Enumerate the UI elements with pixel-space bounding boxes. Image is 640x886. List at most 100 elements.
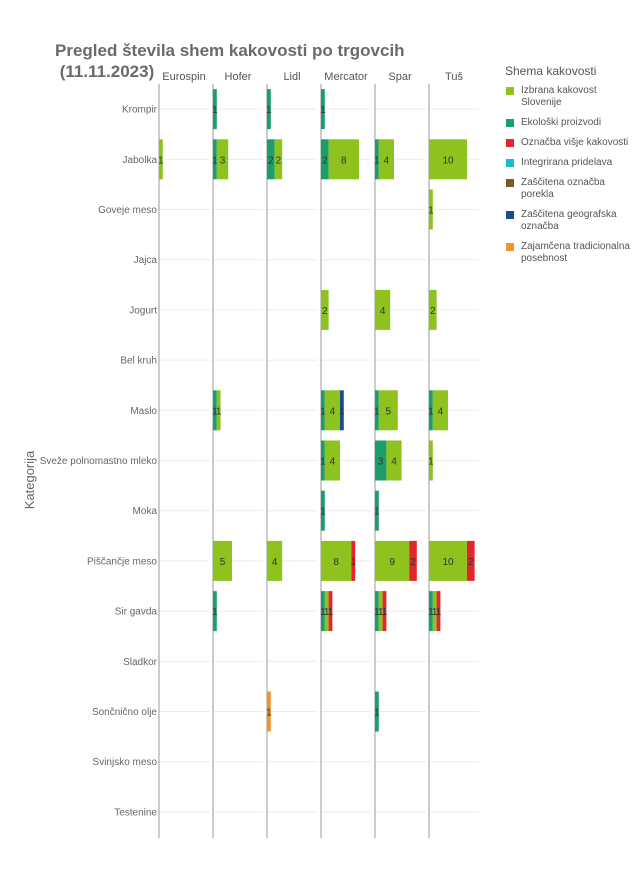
y-tick-label-sveze-polnomastno-mleko: Sveže polnomastno mleko	[40, 456, 158, 467]
y-tick-label-krompir: Krompir	[122, 105, 158, 116]
bar-label-mercator-sveze-polnomastno-mleko-izbrana-kakovost-slovenije: 4	[330, 457, 336, 468]
bar-spar-sveze-polnomastno-mleko-ekoloski-proizvodi	[375, 440, 387, 481]
bar-label-spar-sir-gavda-ekoloski-proizvodi: 1	[374, 607, 380, 618]
bar-tus-maslo-izbrana-kakovost-slovenije	[432, 390, 448, 431]
y-tick-label-sladkor: Sladkor	[123, 657, 158, 668]
bar-label-tus-sir-gavda-oznacba-visje-kakovosti: 1	[436, 607, 442, 618]
bar-label-lidl-jabolka-izbrana-kakovost-slovenije: 2	[276, 155, 282, 166]
bar-label-spar-soncnicno-olje-ekoloski-proizvodi: 1	[374, 708, 380, 719]
legend-label-izbrana-kakovost-slovenije: Izbrana kakovost Slovenije	[521, 85, 597, 108]
bar-tus-sveze-polnomastno-mleko-izbrana-kakovost-slovenije	[429, 440, 433, 481]
bar-label-hofer-sir-gavda-ekoloski-proizvodi: 1	[212, 607, 218, 618]
y-tick-label-piscancje-meso: Piščančje meso	[87, 556, 157, 567]
bar-label-spar-moka-ekoloski-proizvodi: 1	[374, 507, 380, 518]
legend: Shema kakovosti Izbrana kakovost Sloveni…	[505, 64, 637, 273]
bar-mercator-piscancje-meso-izbrana-kakovost-slovenije	[321, 540, 352, 581]
bar-spar-maslo-ekoloski-proizvodi	[375, 390, 379, 431]
y-tick-label-jabolka: Jabolka	[123, 155, 158, 166]
bar-label-mercator-sir-gavda-ekoloski-proizvodi: 1	[320, 607, 326, 618]
bar-label-eurospin-jabolka-izbrana-kakovost-slovenije: 1	[158, 155, 164, 166]
legend-item-zajamcena-tradicionalna-posebnost: Zajamčena tradicionalna posebnost	[505, 241, 637, 265]
bar-mercator-jabolka-ekoloski-proizvodi	[321, 139, 329, 180]
facet-header-mercator: Mercator	[324, 71, 368, 83]
bar-lidl-jabolka-ekoloski-proizvodi	[267, 139, 275, 180]
bar-label-hofer-jabolka-ekoloski-proizvodi: 1	[212, 155, 218, 166]
y-tick-label-sir-gavda: Sir gavda	[115, 607, 158, 618]
bar-label-hofer-krompir-ekoloski-proizvodi: 1	[212, 105, 218, 116]
y-tick-label-svinjsko-meso: Svinjsko meso	[93, 757, 158, 768]
bar-hofer-piscancje-meso-izbrana-kakovost-slovenije	[213, 540, 232, 581]
bar-label-spar-sveze-polnomastno-mleko-ekoloski-proizvodi: 3	[378, 457, 384, 468]
legend-swatch-integrirana-pridelava	[506, 159, 514, 167]
bar-spar-soncnicno-olje-ekoloski-proizvodi	[375, 691, 379, 732]
facet-header-spar: Spar	[388, 71, 412, 83]
bar-hofer-maslo-izbrana-kakovost-slovenije	[216, 390, 221, 431]
bar-mercator-sveze-polnomastno-mleko-izbrana-kakovost-slovenije	[324, 440, 340, 481]
bar-spar-piscancje-meso-izbrana-kakovost-slovenije	[375, 540, 410, 581]
bar-eurospin-jabolka-izbrana-kakovost-slovenije	[159, 139, 163, 180]
legend-item-ekoloski-proizvodi: Ekološki proizvodi	[505, 117, 637, 129]
bar-label-spar-jabolka-ekoloski-proizvodi: 1	[374, 155, 380, 166]
chart-title: Pregled števila shem kakovosti po trgovc…	[55, 41, 405, 81]
bar-label-mercator-krompir-ekoloski-proizvodi: 1	[320, 105, 326, 116]
bar-mercator-moka-ekoloski-proizvodi	[321, 490, 325, 531]
facet-header-eurospin: Eurospin	[162, 71, 205, 83]
bar-label-lidl-soncnicno-olje-zajamcena-tradicionalna-posebnost: 1	[266, 708, 272, 719]
bar-lidl-krompir-ekoloski-proizvodi	[267, 89, 271, 130]
bar-tus-sir-gavda-ekoloski-proizvodi	[429, 591, 433, 632]
bar-label-mercator-maslo-izbrana-kakovost-slovenije: 4	[330, 406, 336, 417]
bar-label-tus-maslo-ekoloski-proizvodi: 1	[428, 406, 434, 417]
y-tick-label-maslo: Maslo	[130, 406, 157, 417]
legend-label-oznacba-visje-kakovosti: Označba višje kakovosti	[521, 137, 629, 148]
bar-label-spar-maslo-izbrana-kakovost-slovenije: 5	[386, 406, 392, 417]
bar-tus-jogurt-izbrana-kakovost-slovenije	[429, 289, 437, 330]
bar-spar-sveze-polnomastno-mleko-izbrana-kakovost-slovenije	[386, 440, 402, 481]
bar-tus-sir-gavda-oznacba-visje-kakovosti	[436, 591, 441, 632]
bar-hofer-maslo-ekoloski-proizvodi	[213, 390, 217, 431]
legend-label-zajamcena-tradicionalna-posebnost: Zajamčena tradicionalna posebnost	[521, 241, 630, 264]
y-tick-label-jajca: Jajca	[134, 255, 158, 266]
bar-mercator-sir-gavda-izbrana-kakovost-slovenije	[324, 591, 329, 632]
legend-swatch-izbrana-kakovost-slovenije	[506, 87, 514, 95]
bar-mercator-sir-gavda-oznacba-visje-kakovosti	[328, 591, 333, 632]
y-tick-label-bel-kruh: Bel kruh	[120, 356, 157, 367]
legend-swatch-zascitena-oznacba-porekla	[506, 179, 514, 187]
bar-label-mercator-sir-gavda-izbrana-kakovost-slovenije: 1	[324, 607, 330, 618]
legend-title: Shema kakovosti	[505, 64, 597, 78]
legend-label-integrirana-pridelava: Integrirana pridelava	[521, 157, 613, 168]
bar-mercator-piscancje-meso-oznacba-visje-kakovosti	[351, 540, 356, 581]
facet-header-lidl: Lidl	[283, 71, 300, 83]
bar-label-tus-jabolka-izbrana-kakovost-slovenije: 10	[442, 155, 454, 166]
bar-mercator-sveze-polnomastno-mleko-ekoloski-proizvodi	[321, 440, 325, 481]
bar-label-spar-sveze-polnomastno-mleko-izbrana-kakovost-slovenije: 4	[391, 457, 397, 468]
bar-label-mercator-maslo-zascitena-geografska-oznacba: 1	[339, 406, 345, 417]
bar-mercator-maslo-ekoloski-proizvodi	[321, 390, 325, 431]
bar-spar-sir-gavda-oznacba-visje-kakovosti	[382, 591, 387, 632]
bar-label-mercator-sir-gavda-oznacba-visje-kakovosti: 1	[328, 607, 334, 618]
bar-spar-maslo-izbrana-kakovost-slovenije	[378, 390, 398, 431]
bar-spar-moka-ekoloski-proizvodi	[375, 490, 379, 531]
legend-item-zascitena-oznacba-porekla: Zaščitena označba porekla	[505, 177, 637, 201]
legend-item-izbrana-kakovost-slovenije: Izbrana kakovost Slovenije	[505, 85, 637, 109]
bar-label-spar-maslo-ekoloski-proizvodi: 1	[374, 406, 380, 417]
bar-label-lidl-jabolka-ekoloski-proizvodi: 2	[268, 155, 274, 166]
y-tick-label-goveje-meso: Goveje meso	[98, 205, 157, 216]
bar-label-spar-jogurt-izbrana-kakovost-slovenije: 4	[380, 306, 386, 317]
y-tick-label-testenine: Testenine	[114, 807, 157, 818]
bar-label-spar-sir-gavda-oznacba-visje-kakovosti: 1	[382, 607, 388, 618]
legend-label-ekoloski-proizvodi: Ekološki proizvodi	[521, 117, 602, 128]
bar-tus-maslo-ekoloski-proizvodi	[429, 390, 433, 431]
bar-label-mercator-piscancje-meso-oznacba-visje-kakovosti: 1	[351, 557, 357, 568]
bar-label-spar-piscancje-meso-oznacba-visje-kakovosti: 2	[410, 557, 416, 568]
bar-label-mercator-jabolka-ekoloski-proizvodi: 2	[322, 155, 328, 166]
bar-label-spar-piscancje-meso-izbrana-kakovost-slovenije: 9	[389, 557, 395, 568]
bar-spar-sir-gavda-izbrana-kakovost-slovenije	[378, 591, 383, 632]
legend-item-zascitena-geografska-oznacba: Zaščitena geografska označba	[505, 209, 637, 233]
bar-mercator-maslo-zascitena-geografska-oznacba	[340, 390, 344, 431]
bar-mercator-jogurt-izbrana-kakovost-slovenije	[321, 289, 329, 330]
bar-spar-sir-gavda-ekoloski-proizvodi	[375, 591, 379, 632]
bar-label-hofer-maslo-ekoloski-proizvodi: 1	[212, 406, 218, 417]
bar-tus-goveje-meso-izbrana-kakovost-slovenije	[429, 189, 433, 230]
bar-tus-piscancje-meso-izbrana-kakovost-slovenije	[429, 540, 467, 581]
